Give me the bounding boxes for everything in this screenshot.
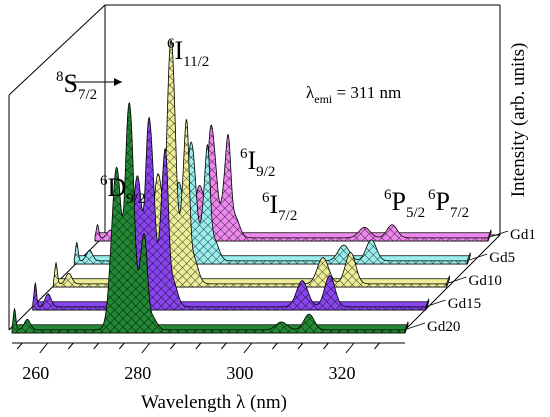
term-label-6i112: 6I11/2 — [167, 36, 209, 70]
x-minor-tick — [16, 342, 23, 350]
series-hatch-gd20 — [12, 102, 405, 333]
series-label-gd1: Gd1 — [510, 227, 536, 243]
x-major-tick — [141, 342, 151, 354]
term-label-6p52: 6P5/2 — [384, 187, 425, 221]
series-label-leader-gd15 — [427, 299, 446, 307]
x-major-tick — [243, 342, 253, 354]
arrow-icon — [70, 78, 122, 86]
x-tick-label-280: 280 — [124, 363, 151, 383]
term-label-6i72: 6I7/2 — [262, 190, 297, 224]
series-cap-gd10 — [446, 275, 450, 288]
x-minor-tick — [169, 342, 176, 350]
series-label-leader-gd5 — [469, 253, 488, 261]
x-tick-label-300: 300 — [226, 363, 253, 383]
x-major-tick — [345, 342, 355, 354]
series-gd20 — [11, 102, 409, 334]
series-cap-gd15 — [425, 298, 430, 311]
series-label-leader-gd10 — [448, 276, 467, 284]
series-label-leader-gd20 — [406, 322, 426, 330]
emission-label: λemi = 311 nm — [306, 83, 401, 106]
y-axis-title: Intensity (arb. units) — [508, 43, 529, 198]
axis-layer: 260 280 300 320 — [12, 342, 405, 383]
emission-label-value: = 311 nm — [332, 83, 401, 102]
x-minor-tick — [297, 342, 304, 350]
x-minor-tick — [118, 342, 125, 350]
x-major-tick — [39, 342, 49, 354]
term-label-6i92: 6I9/2 — [240, 146, 275, 180]
x-tick-label-320: 320 — [328, 363, 355, 383]
term-label-8s72: 8S7/2 — [56, 69, 97, 103]
x-minor-tick — [195, 342, 202, 350]
series-label-leader-gd1 — [489, 230, 509, 238]
series-cap-gd5 — [466, 252, 471, 265]
series-cap-gd1 — [487, 229, 492, 242]
x-tick-label-260: 260 — [22, 363, 49, 383]
series-label-gd10: Gd10 — [469, 273, 502, 289]
x-minor-tick — [272, 342, 278, 350]
series-layer: Gd1 Gd5 Gd10 Gd15 Gd20 — [11, 39, 536, 335]
series-label-gd15: Gd15 — [448, 296, 481, 312]
emission-label-subscript: emi — [314, 92, 333, 106]
series-cap-gd20 — [404, 321, 409, 334]
frame-top-left-edge — [8, 4, 106, 96]
x-minor-tick — [220, 342, 227, 350]
series-label-gd20: Gd20 — [427, 319, 460, 335]
emission-label-lambda: λ — [306, 83, 315, 102]
frame-floor-right-edge — [404, 234, 501, 331]
term-label-6d92: 6D9/2 — [100, 173, 145, 207]
x-axis-title: Wavelength λ (nm) — [141, 392, 287, 413]
x-minor-tick — [374, 342, 380, 350]
x-minor-tick — [67, 342, 74, 350]
x-minor-tick — [323, 342, 329, 350]
series-label-gd5: Gd5 — [489, 250, 515, 266]
term-label-6p72: 6P7/2 — [428, 187, 469, 221]
x-minor-tick — [93, 342, 100, 350]
